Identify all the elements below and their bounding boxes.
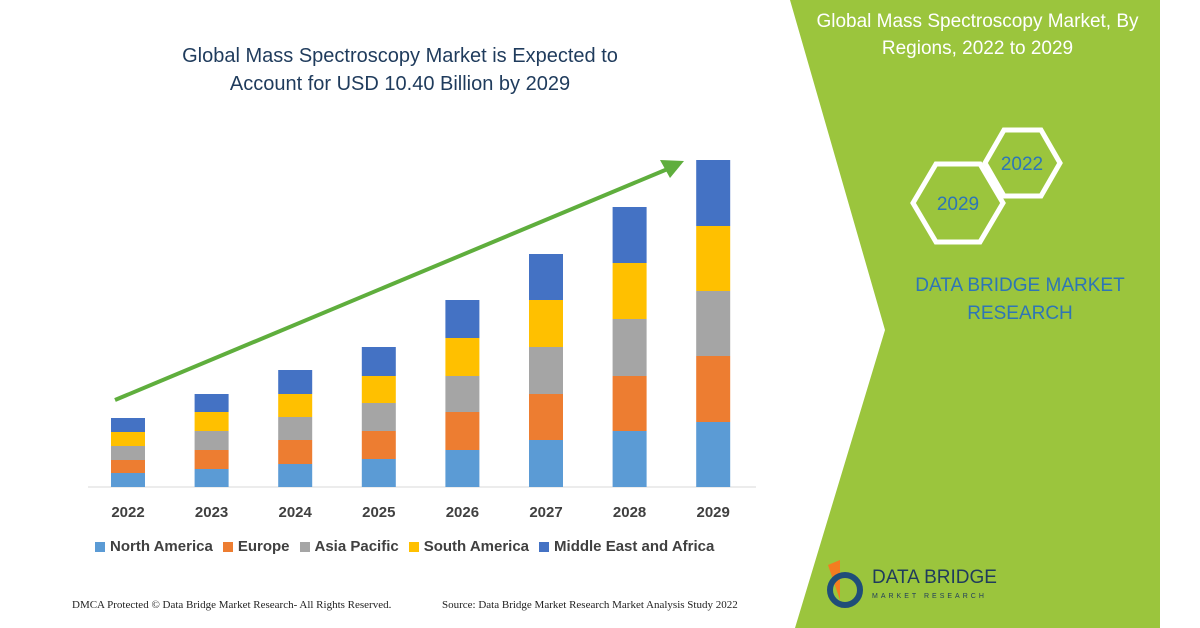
bar-segment — [361, 403, 396, 431]
legend-item: North America — [95, 538, 213, 555]
legend-swatch — [222, 541, 233, 552]
bar-segment — [361, 459, 396, 487]
logo-name: DATA BRIDGE — [872, 567, 997, 588]
bar-segment — [445, 338, 480, 376]
bar-segment — [278, 394, 313, 417]
bar-segment — [111, 460, 145, 473]
legend-label: Europe — [237, 538, 290, 555]
bar-segment — [445, 412, 480, 450]
legend-label: Middle East and Africa — [554, 538, 715, 555]
bar-segment — [194, 431, 229, 450]
hex-label: 2029 — [937, 194, 979, 215]
bar-segment — [361, 376, 396, 403]
legend-item: Europe — [222, 538, 290, 555]
x-tick-label: 2028 — [613, 504, 646, 521]
bar-segment — [696, 226, 731, 291]
bar-segment — [361, 431, 396, 459]
bar-segment — [696, 422, 731, 487]
bar-segment — [278, 464, 313, 487]
bar-segment — [612, 207, 647, 263]
bar-segment — [696, 291, 731, 356]
hexagon — [910, 161, 1006, 245]
hex-label: 2022 — [1001, 154, 1043, 175]
footer-source: Source: Data Bridge Market Research Mark… — [442, 599, 738, 611]
bar-segment — [529, 394, 563, 440]
logo-mark — [827, 560, 863, 608]
bar-segment — [445, 376, 480, 412]
arrow-head — [660, 160, 684, 178]
legend-swatch — [539, 541, 550, 552]
bar-segment — [612, 319, 647, 376]
bar-segment — [445, 300, 480, 338]
legend: North America Europe Asia Pacific South Ame… — [95, 538, 714, 555]
hexagon — [982, 127, 1063, 199]
bar-segment — [111, 432, 145, 446]
bar-segment — [111, 418, 145, 432]
bar-segment — [278, 370, 313, 394]
bar-segment — [696, 160, 731, 226]
chart-title: Global Mass Spectroscopy Market is Expec… — [182, 45, 618, 95]
bar-segment — [111, 473, 145, 487]
side-panel — [790, 0, 1160, 628]
legend-swatch — [408, 541, 419, 552]
bar-segment — [529, 254, 563, 300]
bar-segment — [612, 376, 647, 431]
bar-segment — [194, 450, 229, 469]
bar-segment — [529, 440, 563, 487]
bar-segment — [278, 440, 313, 464]
logo-tagline: MARKET RESEARCH — [872, 593, 987, 600]
x-tick-label: 2027 — [529, 504, 562, 521]
x-tick-label: 2026 — [446, 504, 479, 521]
bar-segment — [111, 446, 145, 460]
bar-segment — [194, 412, 229, 431]
bar-segment — [445, 450, 480, 487]
legend-item: South America — [408, 538, 530, 555]
bar-segment — [529, 347, 563, 394]
legend-swatch — [95, 541, 105, 552]
footer-dmca: DMCA Protected © Data Bridge Market Rese… — [72, 599, 392, 611]
x-tick-label: 2025 — [362, 504, 395, 521]
bar-segment — [696, 356, 731, 422]
legend-item: Middle East and Africa — [539, 538, 714, 555]
legend-label: South America — [423, 538, 530, 555]
bar-segment — [194, 469, 229, 487]
bar-segment — [612, 263, 647, 319]
legend-swatch — [299, 541, 310, 552]
trend-arrow — [114, 166, 671, 402]
legend-item: Asia Pacific — [299, 538, 399, 555]
bar-segment — [612, 431, 647, 487]
x-tick-label: 2023 — [195, 504, 228, 521]
bar-segment — [278, 417, 313, 440]
panel-brand: DATA BRIDGE MARKET RESEARCH — [915, 275, 1125, 324]
x-tick-label: 2024 — [279, 504, 313, 521]
bar-segment — [361, 347, 396, 376]
legend-label: Asia Pacific — [314, 538, 399, 555]
legend-label: North America — [110, 538, 213, 555]
panel-title: Global Mass Spectroscopy Market, By Regi… — [816, 11, 1139, 59]
x-tick-label: 2022 — [111, 504, 144, 521]
bar-segment — [529, 300, 563, 347]
x-tick-label: 2029 — [697, 504, 730, 521]
bar-segment — [194, 394, 229, 412]
